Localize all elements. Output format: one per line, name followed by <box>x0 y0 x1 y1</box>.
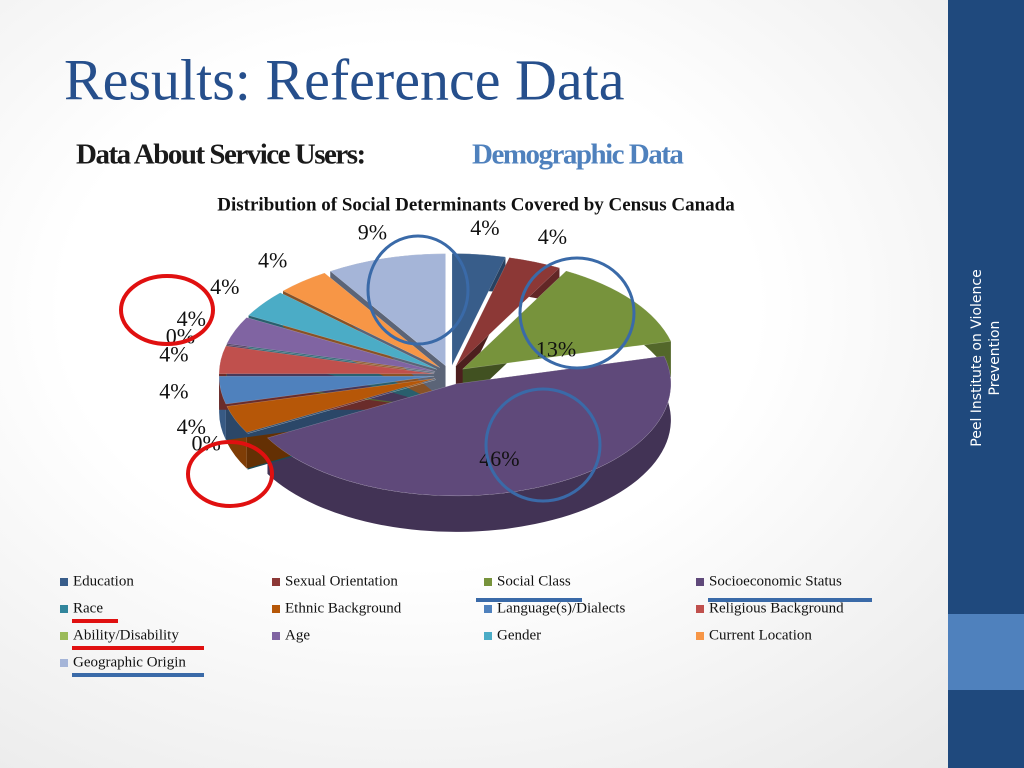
legend-label: Social Class <box>497 573 571 589</box>
subtitle-highlight: Demographic Data <box>472 139 684 171</box>
slice <box>451 253 506 366</box>
legend-swatch <box>60 605 68 613</box>
legend-swatch <box>484 578 492 586</box>
slice <box>248 292 438 370</box>
slice <box>218 345 435 375</box>
slice <box>226 317 436 372</box>
data-label: 4% <box>159 378 188 403</box>
legend-swatch <box>484 632 492 640</box>
legend-label: Race <box>73 600 103 616</box>
legend-label: Gender <box>497 627 541 643</box>
legend-label: Sexual Orientation <box>285 573 398 589</box>
annotation-circle <box>186 440 274 508</box>
legend-swatch <box>696 605 704 613</box>
legend-swatch <box>272 605 280 613</box>
slice-side <box>267 356 671 532</box>
slide-title: Results: Reference Data <box>64 47 624 112</box>
annotation-circle <box>366 234 470 346</box>
sidebar: Peel Institute on Violence Prevention <box>948 0 1024 768</box>
data-label: 4% <box>470 215 499 240</box>
legend-swatch <box>696 632 704 640</box>
data-label: 4% <box>258 247 287 272</box>
data-label: 4% <box>210 274 239 299</box>
annotation-circle <box>484 387 602 503</box>
annotation-circle <box>518 256 636 370</box>
sidebar-block <box>948 614 1024 690</box>
chart: Results: Reference Data Data About Servi… <box>60 47 872 677</box>
data-label: 9% <box>358 220 387 245</box>
legend-swatch <box>272 632 280 640</box>
legend-label: Ability/Disability <box>73 627 179 643</box>
legend-swatch <box>484 605 492 613</box>
annotations <box>72 234 872 677</box>
data-label: 4% <box>538 224 567 249</box>
legend-swatch <box>696 578 704 586</box>
legend-label: Ethnic Background <box>285 600 402 616</box>
slice <box>455 257 560 367</box>
slice <box>226 378 436 433</box>
legend-swatch <box>60 659 68 667</box>
legend-swatch <box>60 632 68 640</box>
slice <box>282 272 440 368</box>
legend-label: Current Location <box>709 627 812 643</box>
annotation-circle <box>119 274 215 346</box>
slice <box>329 253 446 367</box>
legend-label: Age <box>285 627 310 643</box>
legend-swatch <box>272 578 280 586</box>
sidebar-text: Peel Institute on Violence Prevention <box>969 269 1003 447</box>
legend-label: Socioeconomic Status <box>709 573 842 589</box>
subtitle: Data About Service Users: <box>76 139 365 171</box>
legend-label: Religious Background <box>709 600 844 616</box>
legend-label: Education <box>73 573 134 589</box>
data-label: 4% <box>177 414 206 439</box>
slice <box>218 375 435 405</box>
legend-swatch <box>60 578 68 586</box>
legend-label: Language(s)/Dialects <box>497 600 625 616</box>
chart-title: Distribution of Social Determinants Cove… <box>217 194 735 215</box>
slice <box>266 355 672 497</box>
legend-label: Geographic Origin <box>73 654 186 670</box>
data-label: 4% <box>177 306 206 331</box>
